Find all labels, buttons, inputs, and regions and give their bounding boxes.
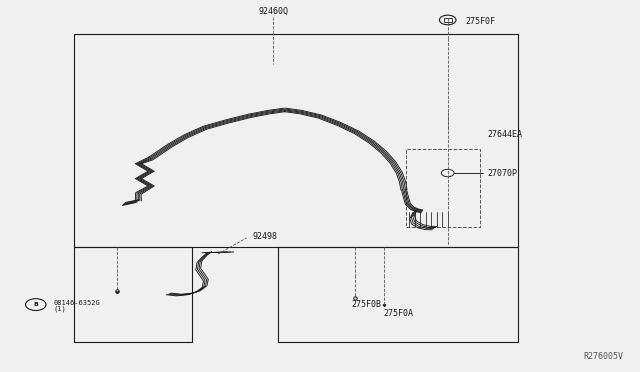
Text: R276005V: R276005V	[583, 352, 623, 361]
Text: (1): (1)	[53, 306, 66, 312]
Bar	[406, 149, 479, 227]
Bar	[444, 18, 452, 22]
Bar	[74, 247, 192, 341]
Text: 27070P: 27070P	[487, 169, 517, 177]
Text: 275F0A: 275F0A	[384, 310, 414, 318]
Text: 27644EA: 27644EA	[487, 130, 522, 140]
Bar	[74, 34, 518, 247]
Text: 275F0F: 275F0F	[466, 17, 495, 26]
Text: 92460Q: 92460Q	[259, 7, 289, 16]
Text: 92498: 92498	[253, 231, 278, 241]
Text: 08146-6352G: 08146-6352G	[53, 300, 100, 306]
Text: B: B	[33, 302, 38, 307]
Text: 275F0B: 275F0B	[352, 300, 382, 309]
Bar	[278, 247, 518, 341]
